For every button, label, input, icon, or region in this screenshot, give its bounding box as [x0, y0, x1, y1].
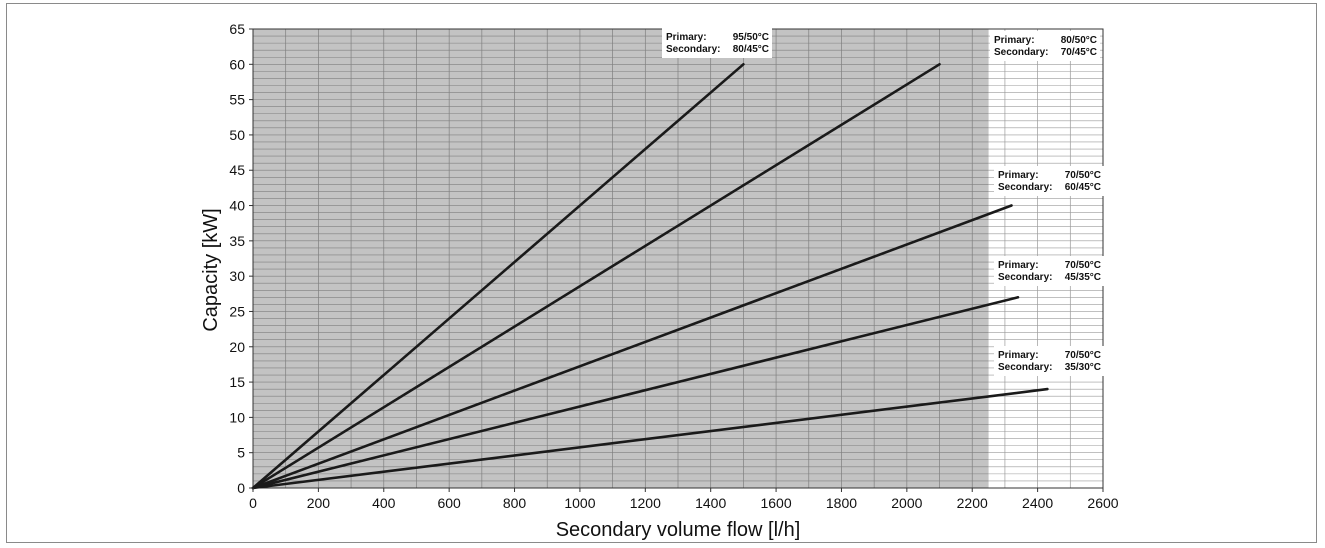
- y-tick-label: 55: [229, 92, 245, 108]
- annotation-box: [990, 31, 1100, 61]
- x-tick-label: 600: [437, 495, 461, 511]
- y-tick-label: 25: [229, 303, 245, 319]
- y-tick-label: 5: [237, 445, 245, 461]
- x-tick-label: 1600: [760, 495, 791, 511]
- x-tick-label: 800: [503, 495, 527, 511]
- annotation-primary-label: Primary:: [998, 350, 1039, 361]
- series-line-5: [251, 387, 1049, 490]
- series-line-4: [251, 295, 1020, 490]
- annotation-primary-label: Primary:: [998, 170, 1039, 181]
- y-tick-label: 15: [229, 374, 245, 390]
- tick-labels: 0 200 400 600 800 1000 1200 1400 1600 1800 2000 220…: [229, 21, 1118, 511]
- x-tick-label: 2200: [957, 495, 988, 511]
- annotation-box: [994, 256, 1104, 286]
- annotation-5: Primary: 70/50°C Secondary: 35/30°C: [994, 346, 1104, 376]
- annotation-primary-value: 70/50°C: [1065, 350, 1101, 361]
- y-tick-label: 60: [229, 56, 245, 72]
- x-tick-label: 2000: [891, 495, 922, 511]
- annotation-3: Primary: 70/50°C Secondary: 60/45°C: [994, 166, 1104, 196]
- annotation-secondary-value: 60/45°C: [1065, 182, 1101, 193]
- y-tick-label: 0: [237, 480, 245, 496]
- annotation-primary-value: 70/50°C: [1065, 260, 1101, 271]
- annotation-4: Primary: 70/50°C Secondary: 45/35°C: [994, 256, 1104, 286]
- series-line-3: [251, 204, 1013, 490]
- annotation-primary-value: 80/50°C: [1061, 35, 1097, 46]
- annotation-secondary-value: 80/45°C: [733, 44, 769, 55]
- annotation-box: [994, 166, 1104, 196]
- y-tick-label: 30: [229, 268, 245, 284]
- y-tick-label: 35: [229, 233, 245, 249]
- x-tick-label: 1800: [826, 495, 857, 511]
- annotation-secondary-value: 35/30°C: [1065, 362, 1101, 373]
- x-tick-label: 1000: [564, 495, 595, 511]
- x-tick-label: 0: [249, 495, 257, 511]
- annotation-primary-label: Primary:: [994, 35, 1035, 46]
- y-tick-label: 10: [229, 409, 245, 425]
- y-tick-label: 40: [229, 198, 245, 214]
- annotation-primary-label: Primary:: [666, 32, 707, 43]
- series-line-2: [251, 63, 941, 490]
- annotation-secondary-value: 45/35°C: [1065, 272, 1101, 283]
- annotation-secondary-label: Secondary:: [998, 272, 1052, 283]
- y-axis-title: Capacity [kW]: [200, 208, 222, 331]
- annotation-box: [662, 28, 772, 58]
- annotation-secondary-label: Secondary:: [998, 362, 1052, 373]
- y-tick-label: 20: [229, 339, 245, 355]
- x-tick-label: 2600: [1087, 495, 1118, 511]
- annotation-box: [994, 346, 1104, 376]
- x-axis-title: Secondary volume flow [l/h]: [556, 519, 801, 541]
- series-line-1: [251, 63, 745, 490]
- x-tick-label: 400: [372, 495, 396, 511]
- x-tick-label: 2400: [1022, 495, 1053, 511]
- annotation-1: Primary: 95/50°C Secondary: 80/45°C: [662, 28, 772, 58]
- y-tick-label: 50: [229, 127, 245, 143]
- annotation-secondary-label: Secondary:: [998, 182, 1052, 193]
- x-tick-label: 1200: [630, 495, 661, 511]
- annotation-primary-value: 70/50°C: [1065, 170, 1101, 181]
- annotation-primary-value: 95/50°C: [733, 32, 769, 43]
- x-tick-label: 1400: [695, 495, 726, 511]
- annotation-secondary-label: Secondary:: [666, 44, 720, 55]
- annotation-secondary-label: Secondary:: [994, 47, 1048, 58]
- annotation-primary-label: Primary:: [998, 260, 1039, 271]
- y-tick-label: 65: [229, 21, 245, 37]
- annotation-2: Primary: 80/50°C Secondary: 70/45°C: [990, 31, 1100, 61]
- x-tick-label: 200: [307, 495, 331, 511]
- annotation-secondary-value: 70/45°C: [1061, 47, 1097, 58]
- series-lines: [251, 63, 1049, 490]
- y-tick-label: 45: [229, 162, 245, 178]
